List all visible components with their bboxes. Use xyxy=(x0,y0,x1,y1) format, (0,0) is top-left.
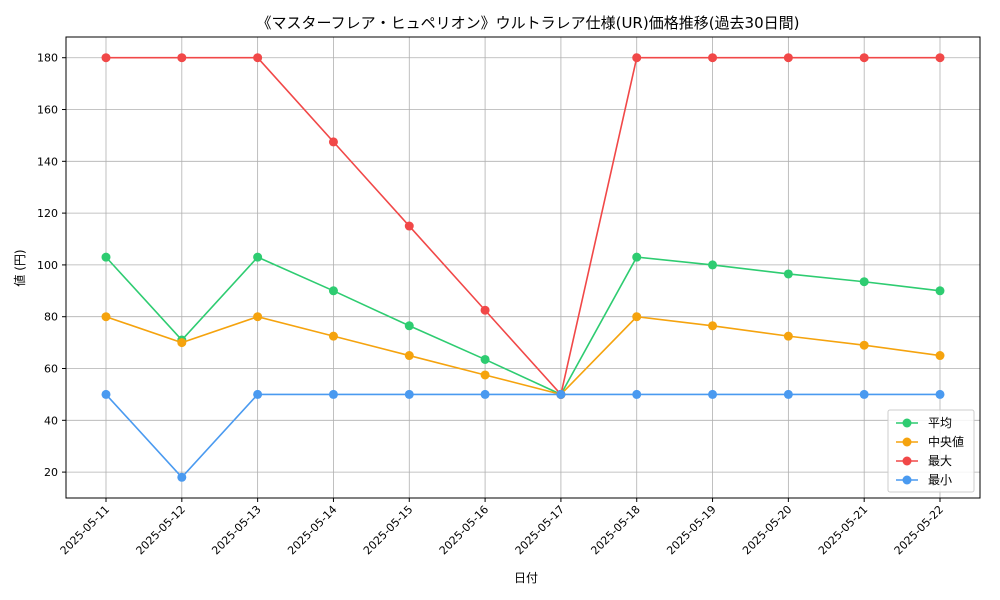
y-tick-label: 100 xyxy=(37,259,58,272)
data-point xyxy=(783,331,793,341)
y-tick-label: 40 xyxy=(44,414,58,427)
data-point xyxy=(101,389,111,399)
data-point xyxy=(632,53,642,63)
data-point xyxy=(480,370,490,380)
x-tick-label: 2025-05-11 xyxy=(58,503,112,557)
y-tick-label: 20 xyxy=(44,466,58,479)
legend-swatch-marker xyxy=(902,418,912,428)
data-point xyxy=(480,389,490,399)
series-3 xyxy=(101,389,945,482)
data-point xyxy=(101,312,111,322)
x-tick-label: 2025-05-12 xyxy=(134,503,188,557)
x-tick-label: 2025-05-14 xyxy=(285,503,339,557)
data-point xyxy=(783,53,793,63)
data-point xyxy=(177,472,187,482)
data-point xyxy=(404,321,414,331)
data-point xyxy=(404,389,414,399)
data-point xyxy=(859,277,869,287)
data-point xyxy=(177,53,187,63)
data-point xyxy=(859,340,869,350)
plot-frame xyxy=(65,36,981,499)
data-point xyxy=(556,389,566,399)
legend-box xyxy=(887,409,975,493)
data-point xyxy=(783,269,793,279)
legend-swatch-marker xyxy=(902,456,912,466)
data-point xyxy=(253,312,263,322)
data-point xyxy=(101,53,111,63)
data-point xyxy=(480,305,490,315)
legend-label: 平均 xyxy=(928,416,952,430)
x-tick-label: 2025-05-20 xyxy=(740,503,794,557)
series-layer xyxy=(101,53,945,482)
data-point xyxy=(480,354,490,364)
x-tick-label: 2025-05-17 xyxy=(513,503,567,557)
data-point xyxy=(632,252,642,262)
y-axis-ticks: 20 40 60 80 100 120 140 160 180 xyxy=(37,52,66,479)
x-tick-label: 2025-05-13 xyxy=(209,503,263,557)
x-axis-label: 日付 xyxy=(514,571,538,585)
data-point xyxy=(708,321,718,331)
x-tick-label: 2025-05-21 xyxy=(816,503,870,557)
series-1 xyxy=(101,312,945,399)
series-0 xyxy=(101,252,945,399)
legend-label: 中央値 xyxy=(928,434,964,449)
y-tick-label: 160 xyxy=(37,104,58,117)
data-point xyxy=(859,389,869,399)
legend-swatch-marker xyxy=(902,475,912,485)
x-axis-ticks: 2025-05-11 2025-05-12 2025-05-13 2025-05-14… xyxy=(58,498,946,557)
data-point xyxy=(328,331,338,341)
data-point xyxy=(328,286,338,296)
y-tick-label: 180 xyxy=(37,52,58,65)
grid-layer xyxy=(66,37,980,498)
data-point xyxy=(935,53,945,63)
y-tick-label: 140 xyxy=(37,155,58,168)
series-line xyxy=(105,315,941,396)
data-point xyxy=(101,252,111,262)
x-tick-label: 2025-05-22 xyxy=(892,503,946,557)
data-point xyxy=(783,389,793,399)
data-point xyxy=(935,351,945,361)
x-tick-label: 2025-05-15 xyxy=(361,503,415,557)
legend-label: 最大 xyxy=(928,454,952,468)
data-point xyxy=(177,338,187,348)
data-point xyxy=(632,389,642,399)
data-point xyxy=(708,389,718,399)
data-point xyxy=(404,221,414,231)
data-point xyxy=(935,389,945,399)
data-point xyxy=(253,53,263,63)
y-tick-label: 60 xyxy=(44,363,58,376)
data-point xyxy=(708,53,718,63)
y-tick-label: 80 xyxy=(44,311,58,324)
legend-label: 最小 xyxy=(928,473,952,487)
series-line xyxy=(106,56,940,397)
chart-title: 《マスターフレア・ヒュペリオン》ウルトラレア仕様(UR)価格推移(過去30日間) xyxy=(257,14,800,32)
x-tick-label: 2025-05-19 xyxy=(664,503,718,557)
data-point xyxy=(859,53,869,63)
data-point xyxy=(328,137,338,147)
series-line xyxy=(105,256,941,396)
legend-swatch-marker xyxy=(902,437,912,447)
y-tick-label: 120 xyxy=(37,207,58,220)
series-2 xyxy=(101,53,945,399)
data-point xyxy=(708,260,718,270)
data-point xyxy=(935,286,945,296)
x-tick-label: 2025-05-18 xyxy=(588,503,642,557)
y-axis-label: 値 (円) xyxy=(12,249,27,286)
data-point xyxy=(404,351,414,361)
data-point xyxy=(632,312,642,322)
data-point xyxy=(253,252,263,262)
data-point xyxy=(328,389,338,399)
data-point xyxy=(253,389,263,399)
x-tick-label: 2025-05-16 xyxy=(437,503,491,557)
series-line xyxy=(105,393,940,479)
